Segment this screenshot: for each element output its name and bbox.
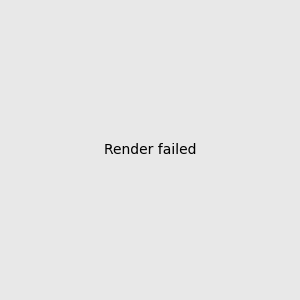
Text: Render failed: Render failed: [104, 143, 196, 157]
